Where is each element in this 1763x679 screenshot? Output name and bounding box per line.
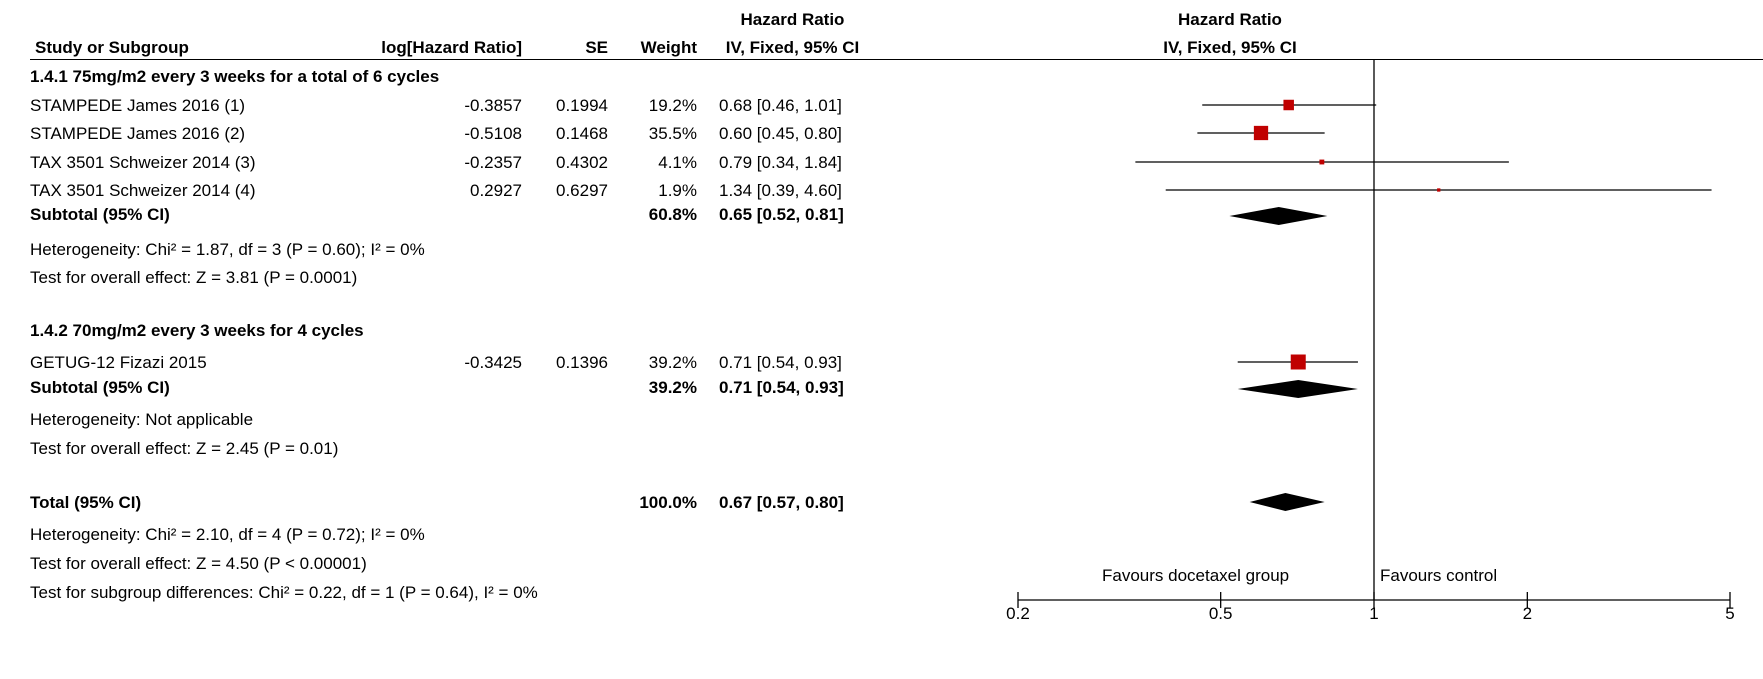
pooled-diamond: [1229, 207, 1327, 225]
study-point-square: [1319, 160, 1324, 165]
x-tick-label: 5: [1725, 604, 1734, 623]
study-point-square: [1254, 126, 1268, 140]
study-point-square: [1283, 100, 1293, 110]
x-tick-label: 0.5: [1209, 604, 1233, 623]
study-point-square: [1437, 188, 1440, 191]
pooled-diamond: [1250, 493, 1325, 511]
x-tick-label: 2: [1523, 604, 1532, 623]
x-tick-label: 1: [1369, 604, 1378, 623]
x-tick-label: 0.2: [1006, 604, 1030, 623]
favours-left-label: Favours docetaxel group: [1102, 566, 1289, 586]
study-point-square: [1291, 355, 1306, 370]
favours-right-label: Favours control: [1380, 566, 1497, 586]
pooled-diamond: [1238, 380, 1358, 398]
